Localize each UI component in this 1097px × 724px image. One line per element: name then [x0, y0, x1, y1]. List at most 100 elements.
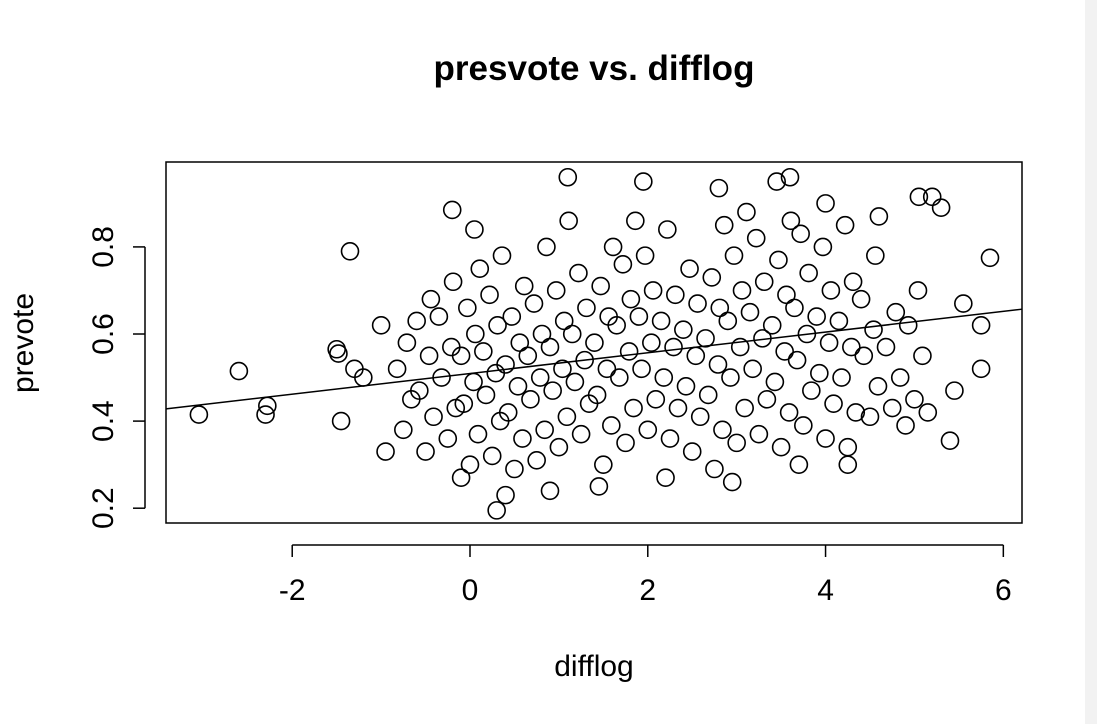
point: [345, 359, 364, 379]
point: [785, 298, 804, 318]
point: [530, 368, 550, 387]
point: [905, 390, 924, 409]
point: [656, 468, 675, 488]
point: [603, 237, 623, 257]
point: [713, 420, 732, 440]
point: [686, 346, 706, 366]
point: [553, 359, 572, 379]
point: [666, 285, 685, 305]
point: [535, 420, 554, 440]
point: [718, 311, 738, 331]
point: [554, 311, 574, 331]
point: [743, 359, 762, 379]
point: [594, 455, 613, 474]
point: [799, 263, 818, 283]
point: [610, 368, 629, 387]
point: [468, 424, 488, 444]
point: [781, 211, 801, 231]
x-tick-label: 2: [639, 574, 656, 607]
point: [829, 311, 849, 331]
point: [922, 187, 942, 207]
point: [470, 259, 490, 278]
point: [824, 394, 843, 413]
point: [565, 372, 585, 392]
point: [376, 442, 395, 461]
point: [771, 437, 791, 457]
point: [543, 381, 562, 400]
point: [709, 178, 729, 198]
point: [819, 333, 839, 353]
point: [256, 405, 275, 424]
point: [589, 477, 609, 496]
x-axis-label: difflog: [554, 650, 634, 683]
point: [419, 346, 439, 366]
point: [789, 455, 809, 474]
point: [702, 268, 722, 287]
point: [591, 276, 610, 296]
point: [909, 187, 929, 207]
point: [496, 485, 515, 505]
point: [451, 468, 471, 488]
point: [860, 407, 880, 427]
y-tick-label: 0.8: [87, 226, 120, 268]
point: [458, 298, 477, 318]
point: [727, 433, 746, 453]
point: [851, 289, 871, 309]
point: [571, 424, 591, 444]
point: [777, 285, 796, 305]
x-tick-label: 0: [462, 574, 479, 607]
point: [505, 459, 524, 479]
point: [492, 246, 512, 265]
x-tick-label: 4: [817, 574, 834, 607]
point: [791, 224, 810, 244]
point: [767, 172, 786, 191]
point: [730, 337, 750, 357]
point: [698, 385, 718, 405]
point: [513, 429, 532, 448]
y-axis-label: prevote: [7, 293, 40, 393]
point: [710, 298, 730, 318]
point: [708, 355, 728, 374]
point: [454, 394, 474, 413]
point: [918, 403, 938, 422]
point: [954, 294, 973, 313]
point: [498, 403, 518, 422]
point: [518, 346, 538, 366]
point: [779, 403, 799, 422]
point: [971, 359, 991, 379]
point: [658, 220, 677, 239]
point: [945, 381, 964, 400]
point: [780, 167, 800, 187]
point: [421, 289, 441, 309]
point: [540, 337, 560, 357]
point: [329, 344, 348, 363]
point: [486, 363, 506, 383]
point: [802, 381, 821, 400]
point: [466, 324, 485, 344]
point: [549, 437, 569, 457]
point: [340, 241, 360, 261]
point: [740, 302, 760, 322]
point: [754, 272, 774, 292]
point: [465, 220, 484, 239]
point: [443, 272, 463, 292]
point: [835, 215, 855, 235]
point: [397, 333, 417, 353]
point: [838, 455, 858, 474]
point: [474, 342, 493, 361]
point: [438, 429, 458, 448]
point: [651, 311, 671, 331]
y-tick-label: 0.2: [87, 487, 120, 529]
point: [527, 450, 546, 470]
point: [674, 320, 693, 339]
point: [769, 250, 788, 270]
point: [387, 359, 407, 379]
point: [607, 315, 626, 335]
point: [843, 272, 863, 292]
point: [613, 255, 633, 274]
point: [842, 337, 861, 357]
point: [868, 376, 888, 396]
point: [394, 420, 413, 440]
point: [971, 315, 991, 335]
point: [864, 320, 883, 339]
